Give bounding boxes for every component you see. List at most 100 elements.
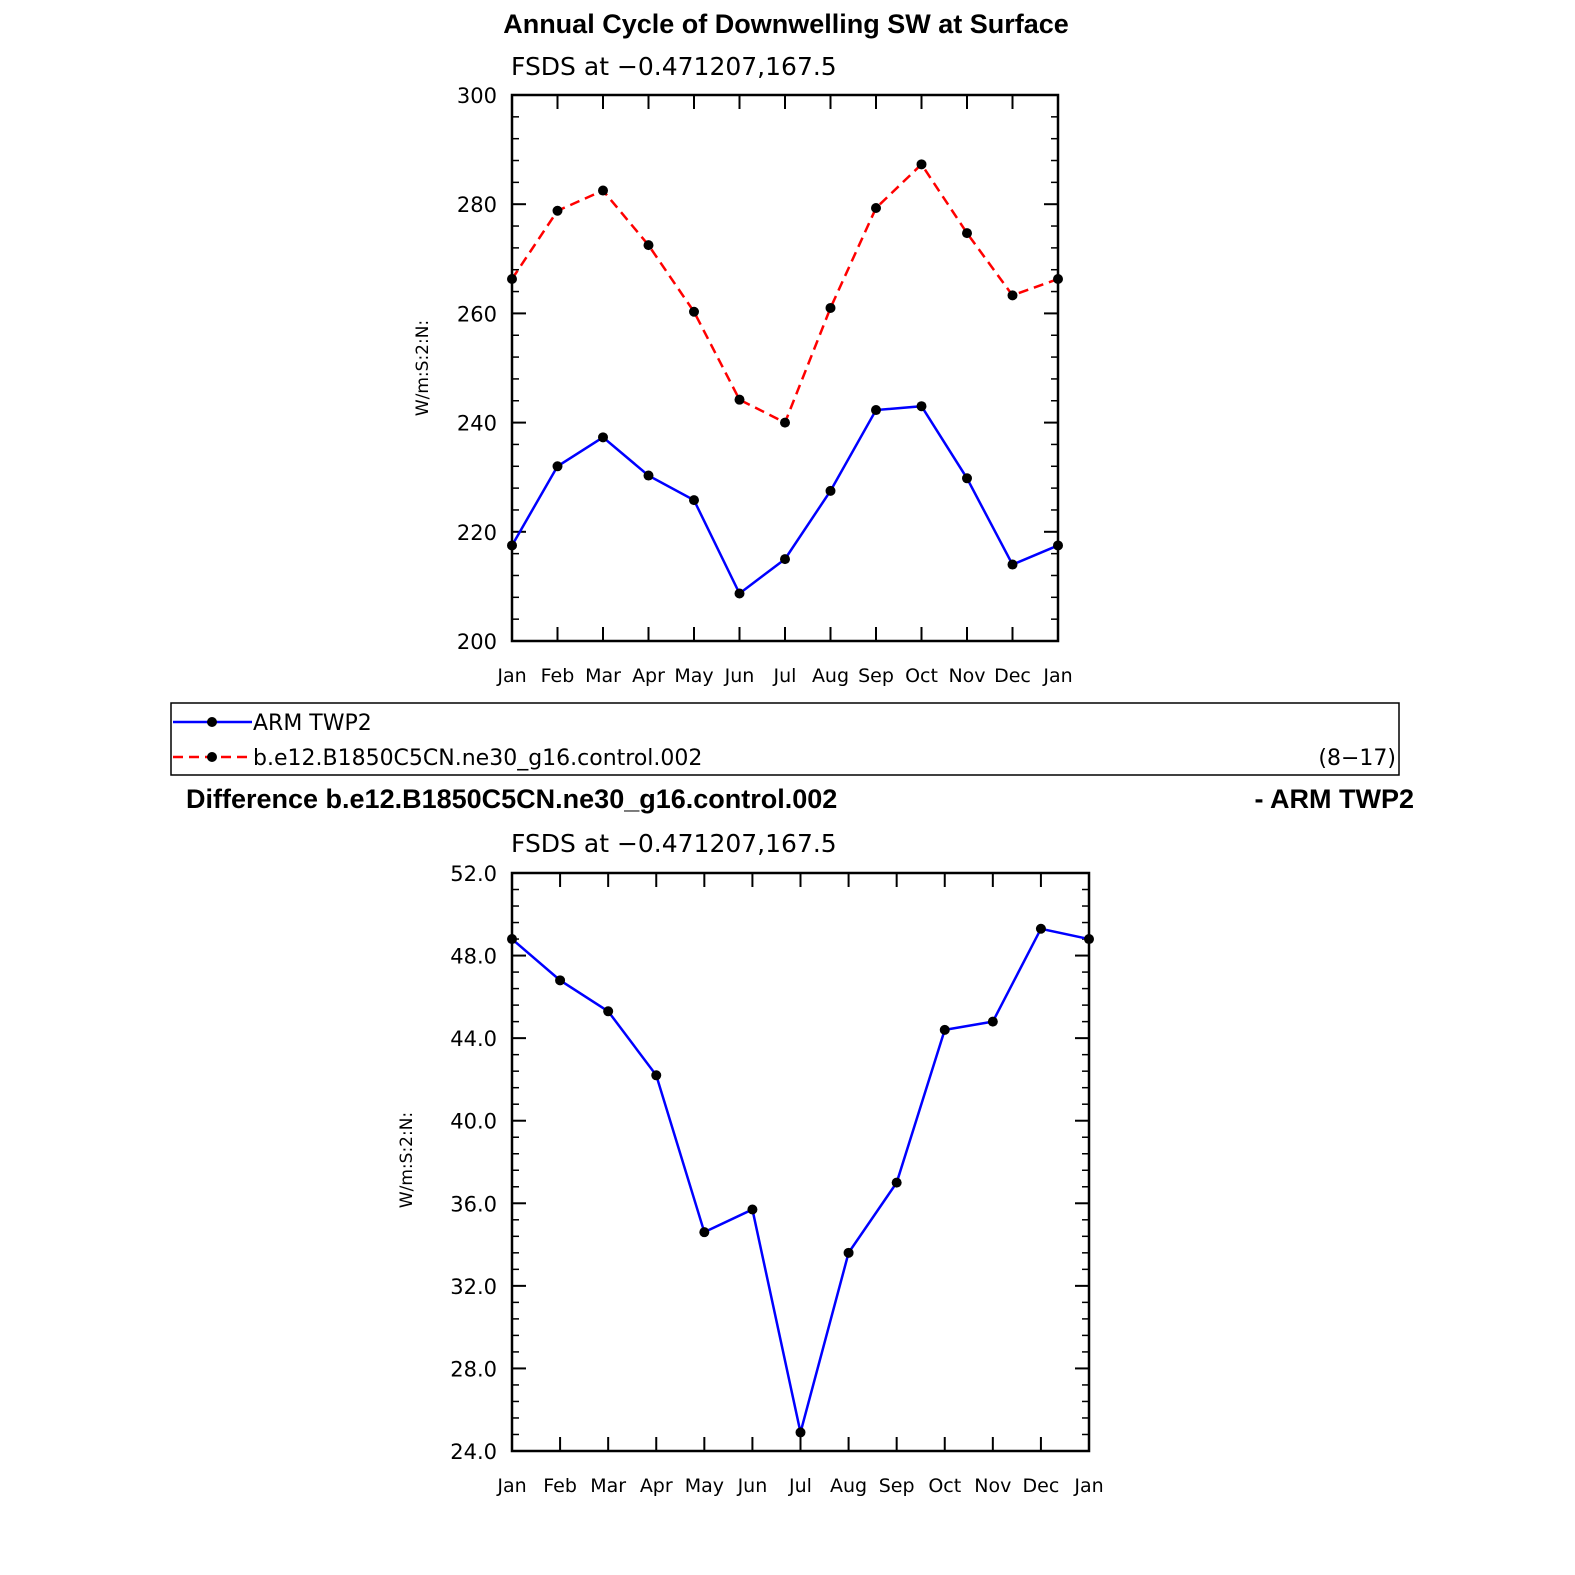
bottom-x-tick-label: May: [685, 1475, 724, 1497]
bottom-series-0-point: [843, 1247, 854, 1258]
bottom-series-0-point: [747, 1204, 758, 1215]
bottom-series-0-point: [795, 1427, 806, 1438]
top-x-tick-label: Jan: [1042, 665, 1072, 687]
bottom-series-0-point: [507, 934, 517, 945]
top-series-1-point: [1053, 274, 1063, 285]
top-series-0-point: [1007, 559, 1018, 570]
top-series-0-point: [689, 495, 699, 506]
top-x-tick-label: Dec: [994, 665, 1031, 687]
top-x-tick-label: Jul: [773, 665, 797, 687]
top-series-0-point: [962, 473, 972, 484]
bottom-x-tick-label: Feb: [543, 1475, 577, 1497]
top-x-tick-label: Oct: [905, 665, 938, 687]
top-x-tick-label: Aug: [812, 665, 849, 687]
bottom-chart-y-axis-label: W/m:S:2:N:: [397, 1112, 417, 1208]
bottom-y-tick-label: 40.0: [450, 1110, 497, 1134]
top-series-0-point: [552, 461, 563, 472]
top-series-line-0: [510, 404, 1059, 596]
bottom-x-tick-label: Nov: [974, 1475, 1011, 1497]
bottom-y-tick-label: 44.0: [450, 1027, 497, 1051]
top-series-0-point: [734, 588, 745, 599]
legend-box: [170, 702, 1400, 776]
bottom-x-tick-label: Aug: [830, 1475, 867, 1497]
top-x-tick-label: Apr: [632, 665, 665, 687]
top-series-0-point: [780, 554, 790, 565]
top-y-tick-label: 280: [457, 193, 497, 217]
top-y-tick-label: 200: [457, 630, 497, 654]
top-series-1-point: [734, 394, 745, 405]
top-y-tick-label: 220: [457, 521, 497, 545]
top-series-1-point: [871, 203, 881, 214]
bottom-y-tick-label: 36.0: [450, 1192, 497, 1216]
top-x-tick-label: Jan: [496, 665, 526, 687]
bottom-y-tick-label: 48.0: [450, 945, 497, 969]
bottom-chart-series: [507, 923, 1094, 1438]
bottom-series-0-point: [939, 1024, 950, 1035]
top-y-tick-label: 240: [457, 412, 497, 436]
top-chart-axes: Jan Feb Mar Apr May Jun Jul Aug Sep Oct Nov Dec Jan 2…: [457, 84, 1073, 687]
bottom-chart-subtitle: FSDS at −0.471207,167.5: [511, 829, 837, 858]
bottom-x-tick-label: Jul: [788, 1475, 812, 1497]
top-x-tick-label: Feb: [541, 665, 575, 687]
top-series-1-point: [825, 302, 836, 313]
bottom-x-tick-label: Apr: [640, 1475, 673, 1497]
legend: ARM TWP2 b.e12.B1850C5CN.ne30_g16.contro…: [170, 702, 1400, 776]
top-series-0-point: [1053, 540, 1063, 551]
bottom-y-tick-label: 32.0: [450, 1275, 497, 1299]
top-chart-y-axis-label: W/m:S:2:N:: [413, 320, 433, 416]
top-series-1-point: [689, 306, 699, 317]
bottom-series-0-point: [603, 1006, 614, 1017]
top-x-tick-label: Mar: [585, 665, 621, 687]
bottom-x-tick-label: Mar: [590, 1475, 626, 1497]
legend-label-arm-twp2: ARM TWP2: [253, 711, 372, 736]
legend-marker-arm-twp2: [207, 717, 217, 727]
bottom-y-tick-label: 28.0: [450, 1357, 497, 1381]
bottom-series-0-point: [555, 975, 566, 986]
top-x-tick-label: Sep: [858, 665, 894, 687]
top-series-0-point: [643, 470, 654, 481]
bottom-chart-axes: Jan Feb Mar Apr May Jun Jul Aug Sep Oct Nov Dec Jan 2…: [450, 862, 1103, 1497]
top-chart-title: Annual Cycle of Downwelling SW at Surfac…: [503, 9, 1069, 39]
bottom-series-0-point: [891, 1177, 902, 1188]
top-series-1-point: [916, 159, 927, 170]
bottom-chart-panel: Difference b.e12.B1850C5CN.ne30_g16.cont…: [186, 784, 1414, 1497]
bottom-x-tick-label: Jan: [1073, 1475, 1103, 1497]
top-series-1-point: [507, 274, 517, 285]
bottom-chart-plot-frame: [510, 871, 1091, 1453]
top-y-tick-label: 300: [457, 84, 497, 108]
top-series-0-point: [871, 405, 881, 416]
legend-note: (8−17): [1318, 746, 1396, 771]
top-y-tick-label: 260: [457, 302, 497, 326]
bottom-x-tick-label: Jun: [737, 1475, 768, 1497]
bottom-x-tick-label: Dec: [1023, 1475, 1060, 1497]
top-chart-subtitle: FSDS at −0.471207,167.5: [511, 52, 837, 81]
top-series-line-1: [510, 162, 1059, 425]
top-x-tick-label: Nov: [948, 665, 985, 687]
bottom-y-tick-label: 24.0: [450, 1440, 497, 1464]
bottom-series-0-point: [699, 1227, 710, 1238]
legend-label-model: b.e12.B1850C5CN.ne30_g16.control.002: [253, 746, 702, 771]
top-series-1-point: [1007, 290, 1018, 301]
bottom-x-tick-label: Jan: [496, 1475, 526, 1497]
bottom-series-0-point: [987, 1016, 998, 1027]
top-chart-panel: Annual Cycle of Downwelling SW at Surfac…: [413, 9, 1073, 687]
top-series-1-point: [780, 417, 790, 428]
bottom-series-0-point: [1035, 923, 1046, 934]
top-series-1-point: [643, 240, 654, 251]
bottom-series-0-point: [651, 1070, 662, 1081]
top-x-tick-label: Jun: [724, 665, 755, 687]
bottom-chart-title: Difference b.e12.B1850C5CN.ne30_g16.cont…: [186, 784, 837, 814]
top-chart-series: [507, 159, 1063, 599]
bottom-series-0-point: [1084, 934, 1094, 945]
bottom-y-tick-label: 52.0: [450, 862, 497, 886]
top-series-1-point: [962, 228, 972, 239]
top-series-1-point: [598, 185, 608, 196]
top-series-0-point: [825, 485, 836, 496]
top-x-tick-label: May: [674, 665, 713, 687]
top-series-0-point: [598, 432, 608, 443]
top-series-1-point: [552, 205, 563, 216]
bottom-chart-title-right: - ARM TWP2: [1255, 784, 1414, 814]
top-series-0-point: [507, 540, 517, 551]
legend-marker-model: [207, 752, 217, 762]
